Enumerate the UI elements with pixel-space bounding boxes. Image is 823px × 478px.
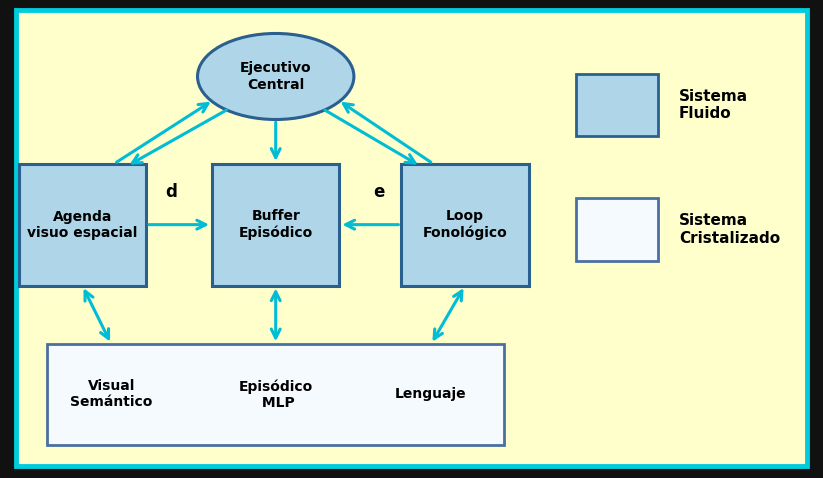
FancyBboxPatch shape (576, 74, 658, 136)
FancyBboxPatch shape (212, 164, 339, 286)
Text: Loop
Fonológico: Loop Fonológico (423, 209, 507, 240)
Text: Lenguaje: Lenguaje (395, 387, 467, 402)
FancyBboxPatch shape (16, 10, 807, 466)
Text: Sistema
Cristalizado: Sistema Cristalizado (679, 213, 780, 246)
Text: Visual
Semántico: Visual Semántico (70, 379, 152, 410)
Ellipse shape (198, 33, 354, 120)
Text: Episódico
 MLP: Episódico MLP (239, 379, 313, 410)
Text: Sistema
Fluido: Sistema Fluido (679, 89, 748, 121)
FancyBboxPatch shape (576, 198, 658, 261)
FancyBboxPatch shape (401, 164, 528, 286)
Text: d: d (165, 183, 177, 201)
FancyBboxPatch shape (47, 344, 504, 445)
Text: Buffer
Episódico: Buffer Episódico (239, 209, 313, 240)
Text: Ejecutivo
Central: Ejecutivo Central (239, 61, 312, 92)
Text: e: e (373, 183, 384, 201)
FancyBboxPatch shape (19, 164, 146, 286)
Text: Agenda
visuo espacial: Agenda visuo espacial (27, 209, 137, 240)
